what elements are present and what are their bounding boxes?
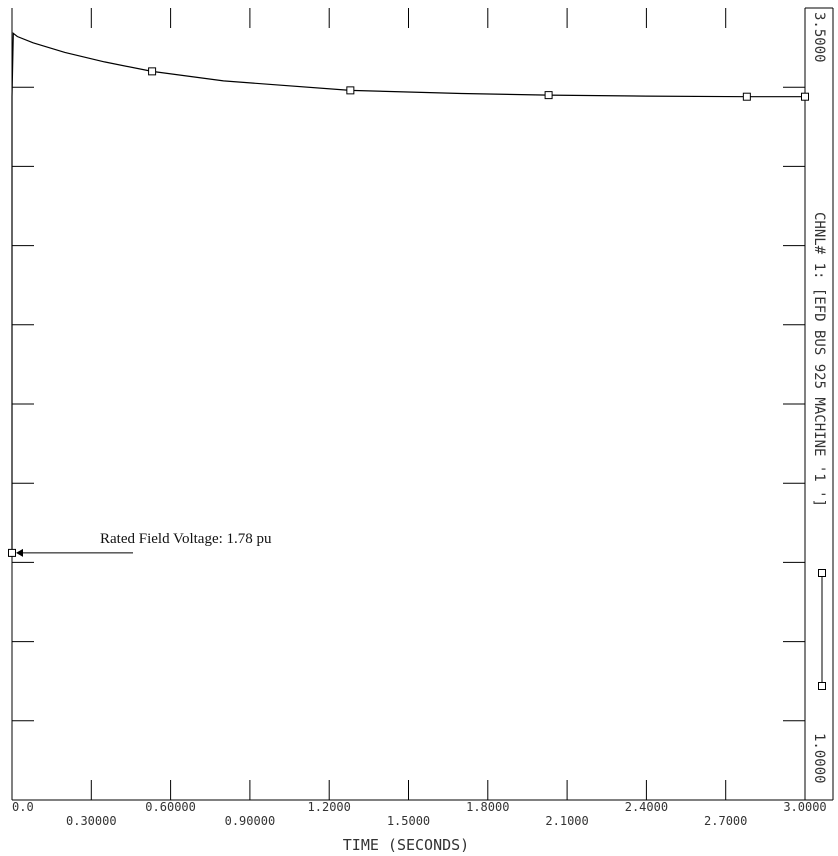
series-marker	[742, 92, 751, 101]
x-tick-label: 1.2000	[308, 800, 351, 814]
x-tick-label: 0.90000	[225, 814, 276, 828]
y-max-label: 3.5000	[811, 12, 827, 63]
x-tick-label: 2.1000	[545, 814, 588, 828]
series-marker	[8, 548, 16, 557]
legend-sample	[818, 569, 826, 690]
x-tick-label: 0.60000	[145, 800, 196, 814]
plot-frame	[11, 7, 834, 801]
x-tick-label: 3.0000	[783, 800, 826, 814]
series-marker	[801, 92, 809, 101]
x-tick-labels: 0.0 0.60000 1.2000 1.8000 2.4000 3.0000 0.3000…	[12, 800, 827, 828]
legend-marker-top	[818, 569, 826, 577]
annotation-arrowhead	[16, 548, 23, 557]
legend-marker-bottom	[818, 682, 826, 690]
axis-ticks	[12, 8, 805, 800]
channel-label: CHNL# 1: [EFD BUS 925 MACHINE '1 ']	[811, 212, 827, 507]
efd-series-line	[11, 32, 805, 553]
x-tick-label: 1.8000	[466, 800, 509, 814]
annotation-group: Rated Field Voltage: 1.78 pu	[16, 531, 272, 557]
x-tick-label: 0.0	[12, 800, 34, 814]
x-tick-label: 1.5000	[387, 814, 430, 828]
x-tick-label: 0.30000	[66, 814, 117, 828]
series-layer	[11, 32, 805, 553]
series-marker	[544, 91, 553, 100]
right-axis-labels: 3.5000 CHNL# 1: [EFD BUS 925 MACHINE '1 …	[811, 12, 827, 784]
x-axis-title: TIME (SECONDS)	[343, 836, 469, 854]
series-marker	[346, 86, 355, 95]
series-markers	[8, 67, 809, 557]
x-tick-label: 2.7000	[704, 814, 747, 828]
y-min-label: 1.0000	[811, 733, 827, 784]
rated-voltage-annotation: Rated Field Voltage: 1.78 pu	[100, 531, 272, 547]
series-marker	[148, 67, 157, 76]
x-tick-label: 2.4000	[625, 800, 668, 814]
